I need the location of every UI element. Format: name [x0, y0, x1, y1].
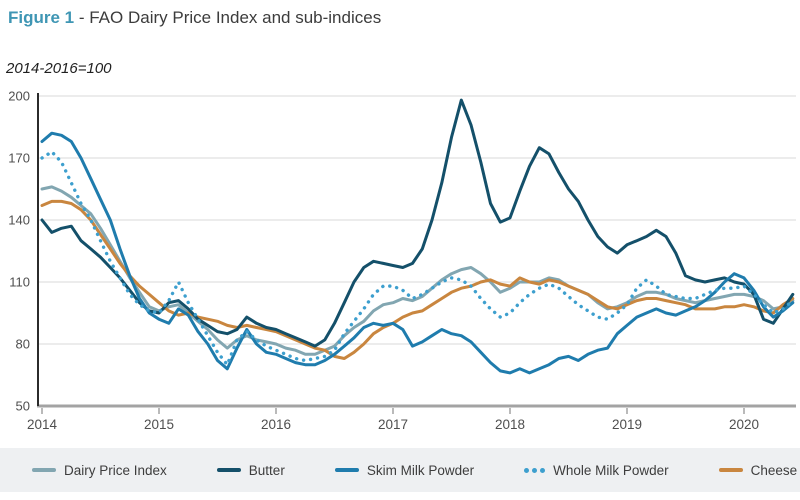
y-tick-label-50: 50 [16, 399, 30, 414]
x-tick-label-2016: 2016 [261, 417, 291, 432]
series-line-cheese [40, 199, 795, 360]
price-chart-svg: 50 80 110 140 170 200 2014 2015 2016 2017 2018 2019… [8, 88, 796, 432]
title-separator: - [74, 8, 90, 27]
x-tick-label-2018: 2018 [495, 417, 525, 432]
figure-number: Figure 1 [8, 8, 75, 27]
y-tick-label-140: 140 [8, 212, 30, 227]
y-tick-label-170: 170 [8, 150, 30, 165]
legend-dot [540, 467, 546, 473]
chart-legend: Dairy Price Index Butter Skim Milk Powder W… [0, 448, 800, 492]
legend-dot [524, 467, 530, 473]
legend-swatch [216, 468, 241, 472]
series-line-whole-milk-powder [40, 150, 795, 367]
legend-swatch [334, 468, 359, 472]
legend-label: Skim Milk Powder [366, 462, 475, 478]
chart-area: 50 80 110 140 170 200 2014 2015 2016 2017 2018 2019… [0, 85, 800, 445]
series-line-dairy-price-index [40, 185, 795, 356]
figure-title: Figure 1 - FAO Dairy Price Index and sub… [8, 8, 381, 28]
x-tick-label-2014: 2014 [27, 417, 58, 432]
y-tick-label-110: 110 [9, 274, 30, 289]
legend-swatch [32, 468, 56, 472]
x-tick-label-2015: 2015 [144, 417, 174, 432]
legend-label: Whole Milk Powder [553, 462, 669, 478]
legend-label: Cheese [750, 462, 798, 478]
legend-swatch-dotted [524, 467, 546, 473]
x-tick-label-2017: 2017 [378, 417, 408, 432]
x-tick-label-2020: 2020 [729, 417, 759, 432]
legend-swatch [718, 468, 743, 472]
series-line-butter [40, 98, 795, 348]
series-line-skim-milk-powder [40, 131, 795, 375]
legend-item-butter: Butter [216, 462, 285, 478]
legend-item-skim-milk-powder: Skim Milk Powder [334, 462, 475, 478]
y-tick-label-80: 80 [16, 336, 30, 351]
figure-title-text: FAO Dairy Price Index and sub-indices [89, 8, 382, 27]
x-tick-label-2019: 2019 [612, 417, 642, 432]
legend-label: Dairy Price Index [64, 462, 167, 478]
legend-item-cheese: Cheese [718, 462, 798, 478]
index-base-note: 2014-2016=100 [6, 60, 112, 77]
legend-item-dairy-price-index: Dairy Price Index [32, 463, 167, 478]
y-tick-label-200: 200 [8, 88, 30, 103]
legend-dot [532, 467, 538, 473]
legend-item-whole-milk-powder: Whole Milk Powder [524, 463, 669, 478]
legend-label: Butter [248, 462, 285, 478]
